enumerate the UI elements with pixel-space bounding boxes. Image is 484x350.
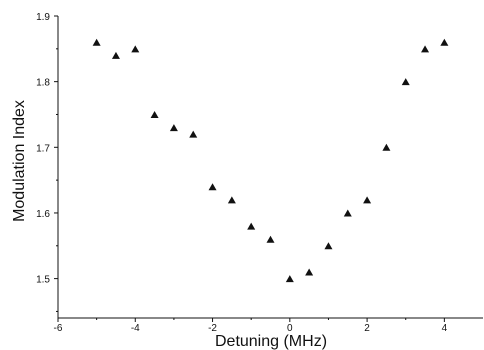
data-point xyxy=(363,196,372,204)
axis-ticks xyxy=(54,15,445,322)
y-tick-label: 1.8 xyxy=(36,78,50,89)
data-point xyxy=(169,124,178,132)
data-point xyxy=(285,275,294,283)
data-points xyxy=(92,38,449,283)
y-tick-label: 1.7 xyxy=(36,143,50,154)
y-axis-label: Modulation Index xyxy=(11,100,28,222)
data-point xyxy=(382,143,391,151)
x-tick-label: 4 xyxy=(442,323,448,334)
data-point xyxy=(421,45,430,53)
y-tick-label: 1.6 xyxy=(36,209,50,220)
data-point xyxy=(208,183,217,191)
data-point xyxy=(324,242,333,250)
x-tick-label: -2 xyxy=(208,323,217,334)
tick-labels: -6 -4 -2 0 2 4 1.5 1.6 1.7 1.8 1.9 xyxy=(36,12,447,334)
y-tick-label: 1.5 xyxy=(36,275,50,286)
data-point xyxy=(227,196,236,204)
y-tick-label: 1.9 xyxy=(36,12,50,23)
data-point xyxy=(305,268,314,276)
data-point xyxy=(266,235,275,243)
data-point xyxy=(92,38,101,46)
data-point xyxy=(150,110,159,118)
x-tick-label: 0 xyxy=(287,323,293,334)
data-point xyxy=(343,209,352,217)
x-tick-label: -4 xyxy=(131,323,140,334)
data-point xyxy=(111,51,120,59)
data-point xyxy=(247,222,256,230)
data-point xyxy=(440,38,449,46)
axes xyxy=(57,16,483,319)
x-tick-label: 2 xyxy=(364,323,370,334)
data-point xyxy=(131,45,140,53)
x-axis-label: Detuning (MHz) xyxy=(215,333,327,350)
data-point xyxy=(401,78,410,86)
data-point xyxy=(189,130,198,138)
x-tick-label: -6 xyxy=(54,323,63,334)
